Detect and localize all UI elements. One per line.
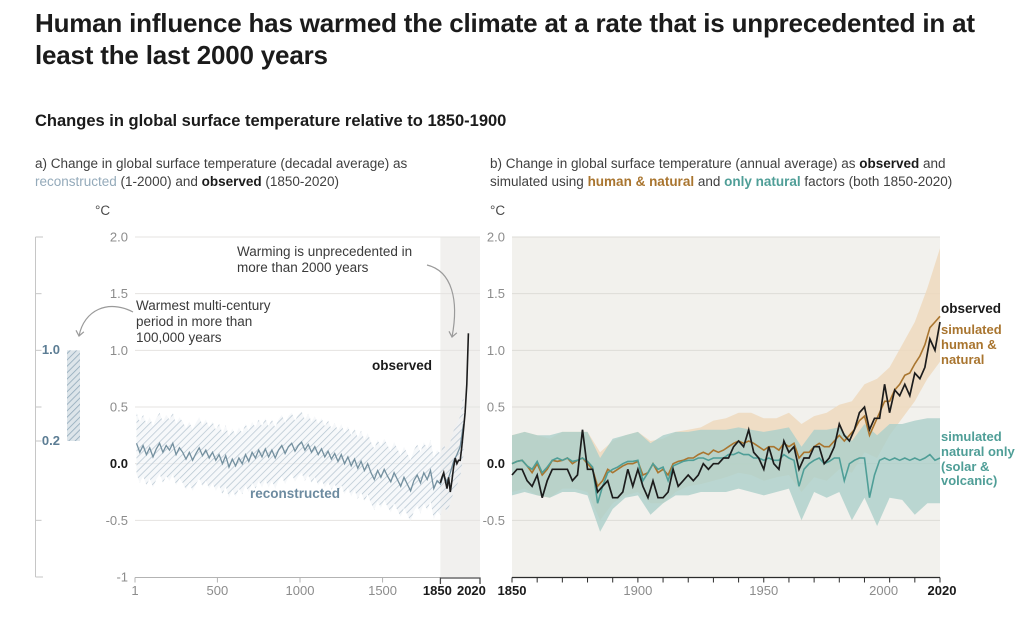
caption-b-text3: and — [694, 174, 725, 190]
reconstructed-uncertainty-band — [136, 393, 464, 522]
y-tick-label: 0.0 — [487, 456, 505, 471]
warmest-period-reference-bar — [67, 350, 80, 441]
annotation-arrow-unprecedented-icon — [426, 264, 458, 338]
y-tick-label: -0.5 — [483, 513, 505, 528]
y-tick-label: 1.5 — [110, 286, 128, 301]
reconstructed-line — [135, 423, 465, 493]
page-title: Human influence has warmed the climate a… — [35, 8, 975, 70]
caption-b-observed: observed — [859, 156, 920, 171]
caption-b-only-natural: only natural — [724, 174, 801, 190]
panel-b-caption: b) Change in global surface temperature … — [490, 155, 1005, 191]
y-tick-label: 0.5 — [487, 400, 505, 415]
x-tick-label: 2020 — [928, 583, 957, 598]
caption-b-text2: and simulated using — [490, 156, 946, 190]
caption-b-text: b) Change in global surface temperature … — [490, 156, 860, 171]
y-tick-label: 2.0 — [110, 230, 128, 245]
y-tick-label: 0.5 — [110, 400, 128, 415]
natural-only-line — [511, 451, 941, 504]
observed-period-bracket — [439, 577, 481, 584]
annotation-arrow-warmest-period-icon — [75, 305, 134, 337]
panel-a-observed-label: observed — [371, 358, 432, 373]
legend-simulated-human-natural: simulated human & natural — [941, 322, 1002, 367]
caption-a-text3: (1850-2020) — [261, 174, 339, 190]
panel-a-reconstructed-label: reconstructed — [250, 486, 341, 501]
panel-b-plot: 1850 1900 1950 2000 2020 2.0 1.5 1.0 0.5 0.0 -0.5 — [483, 230, 957, 599]
annotation-unprecedented: Warming is unprecedented in more than 20… — [237, 244, 413, 275]
ref-bar-bottom-label: 0.2 — [41, 433, 60, 448]
y-tick-label: -1 — [116, 570, 128, 585]
x-tick-label: 1000 — [286, 583, 315, 598]
x-tick-label: 2000 — [869, 583, 898, 598]
caption-b-human-natural: human & natural — [587, 174, 695, 190]
x-tick-label: 1950 — [749, 583, 778, 598]
y-tick-label: 1.0 — [487, 343, 505, 358]
x-tick-label: 1500 — [368, 583, 397, 598]
y-tick-label: 0.0 — [110, 456, 128, 471]
caption-a-observed: observed — [201, 174, 262, 190]
panel-a-unit-label: °C — [95, 203, 111, 218]
observed-line-b — [511, 321, 941, 501]
caption-b-text4: factors (both 1850-2020) — [800, 174, 953, 190]
y-tick-label: 2.0 — [487, 230, 505, 245]
ref-bar-top-label: 1.0 — [41, 342, 60, 357]
x-tick-label: 500 — [207, 583, 229, 598]
panel-a-caption: a) Change in global surface temperature … — [35, 155, 427, 191]
y-tick-label: 1.0 — [110, 343, 128, 358]
natural-only-uncertainty-band — [512, 418, 940, 532]
x-tick-label: 1900 — [623, 583, 652, 598]
panel-b-unit-label: °C — [490, 203, 506, 218]
y-tick-label: 1.5 — [487, 286, 505, 301]
y-tick-label: -0.5 — [106, 513, 128, 528]
panel-a-plot: 1 500 1000 1500 1850 20202.01.51.00.50.0-0.5-… — [35, 230, 486, 598]
x-tick-label: 1850 — [423, 583, 452, 598]
caption-a-text2: (1-2000) and — [116, 174, 202, 190]
observed-line-a — [439, 333, 470, 493]
caption-a-reconstructed: reconstructed — [35, 174, 117, 190]
caption-a-text: a) Change in global surface temperature … — [35, 156, 408, 171]
annotation-warmest-period: Warmest multi-century period in more tha… — [136, 298, 271, 345]
figure-subtitle: Changes in global surface temperature re… — [35, 112, 507, 130]
legend-simulated-natural-only: simulated natural only (solar & volcanic… — [941, 429, 1015, 489]
x-tick-label: 1 — [131, 583, 138, 598]
x-tick-label: 2020 — [457, 583, 486, 598]
legend-observed: observed — [941, 301, 1002, 316]
x-tick-label: 1850 — [498, 583, 527, 598]
